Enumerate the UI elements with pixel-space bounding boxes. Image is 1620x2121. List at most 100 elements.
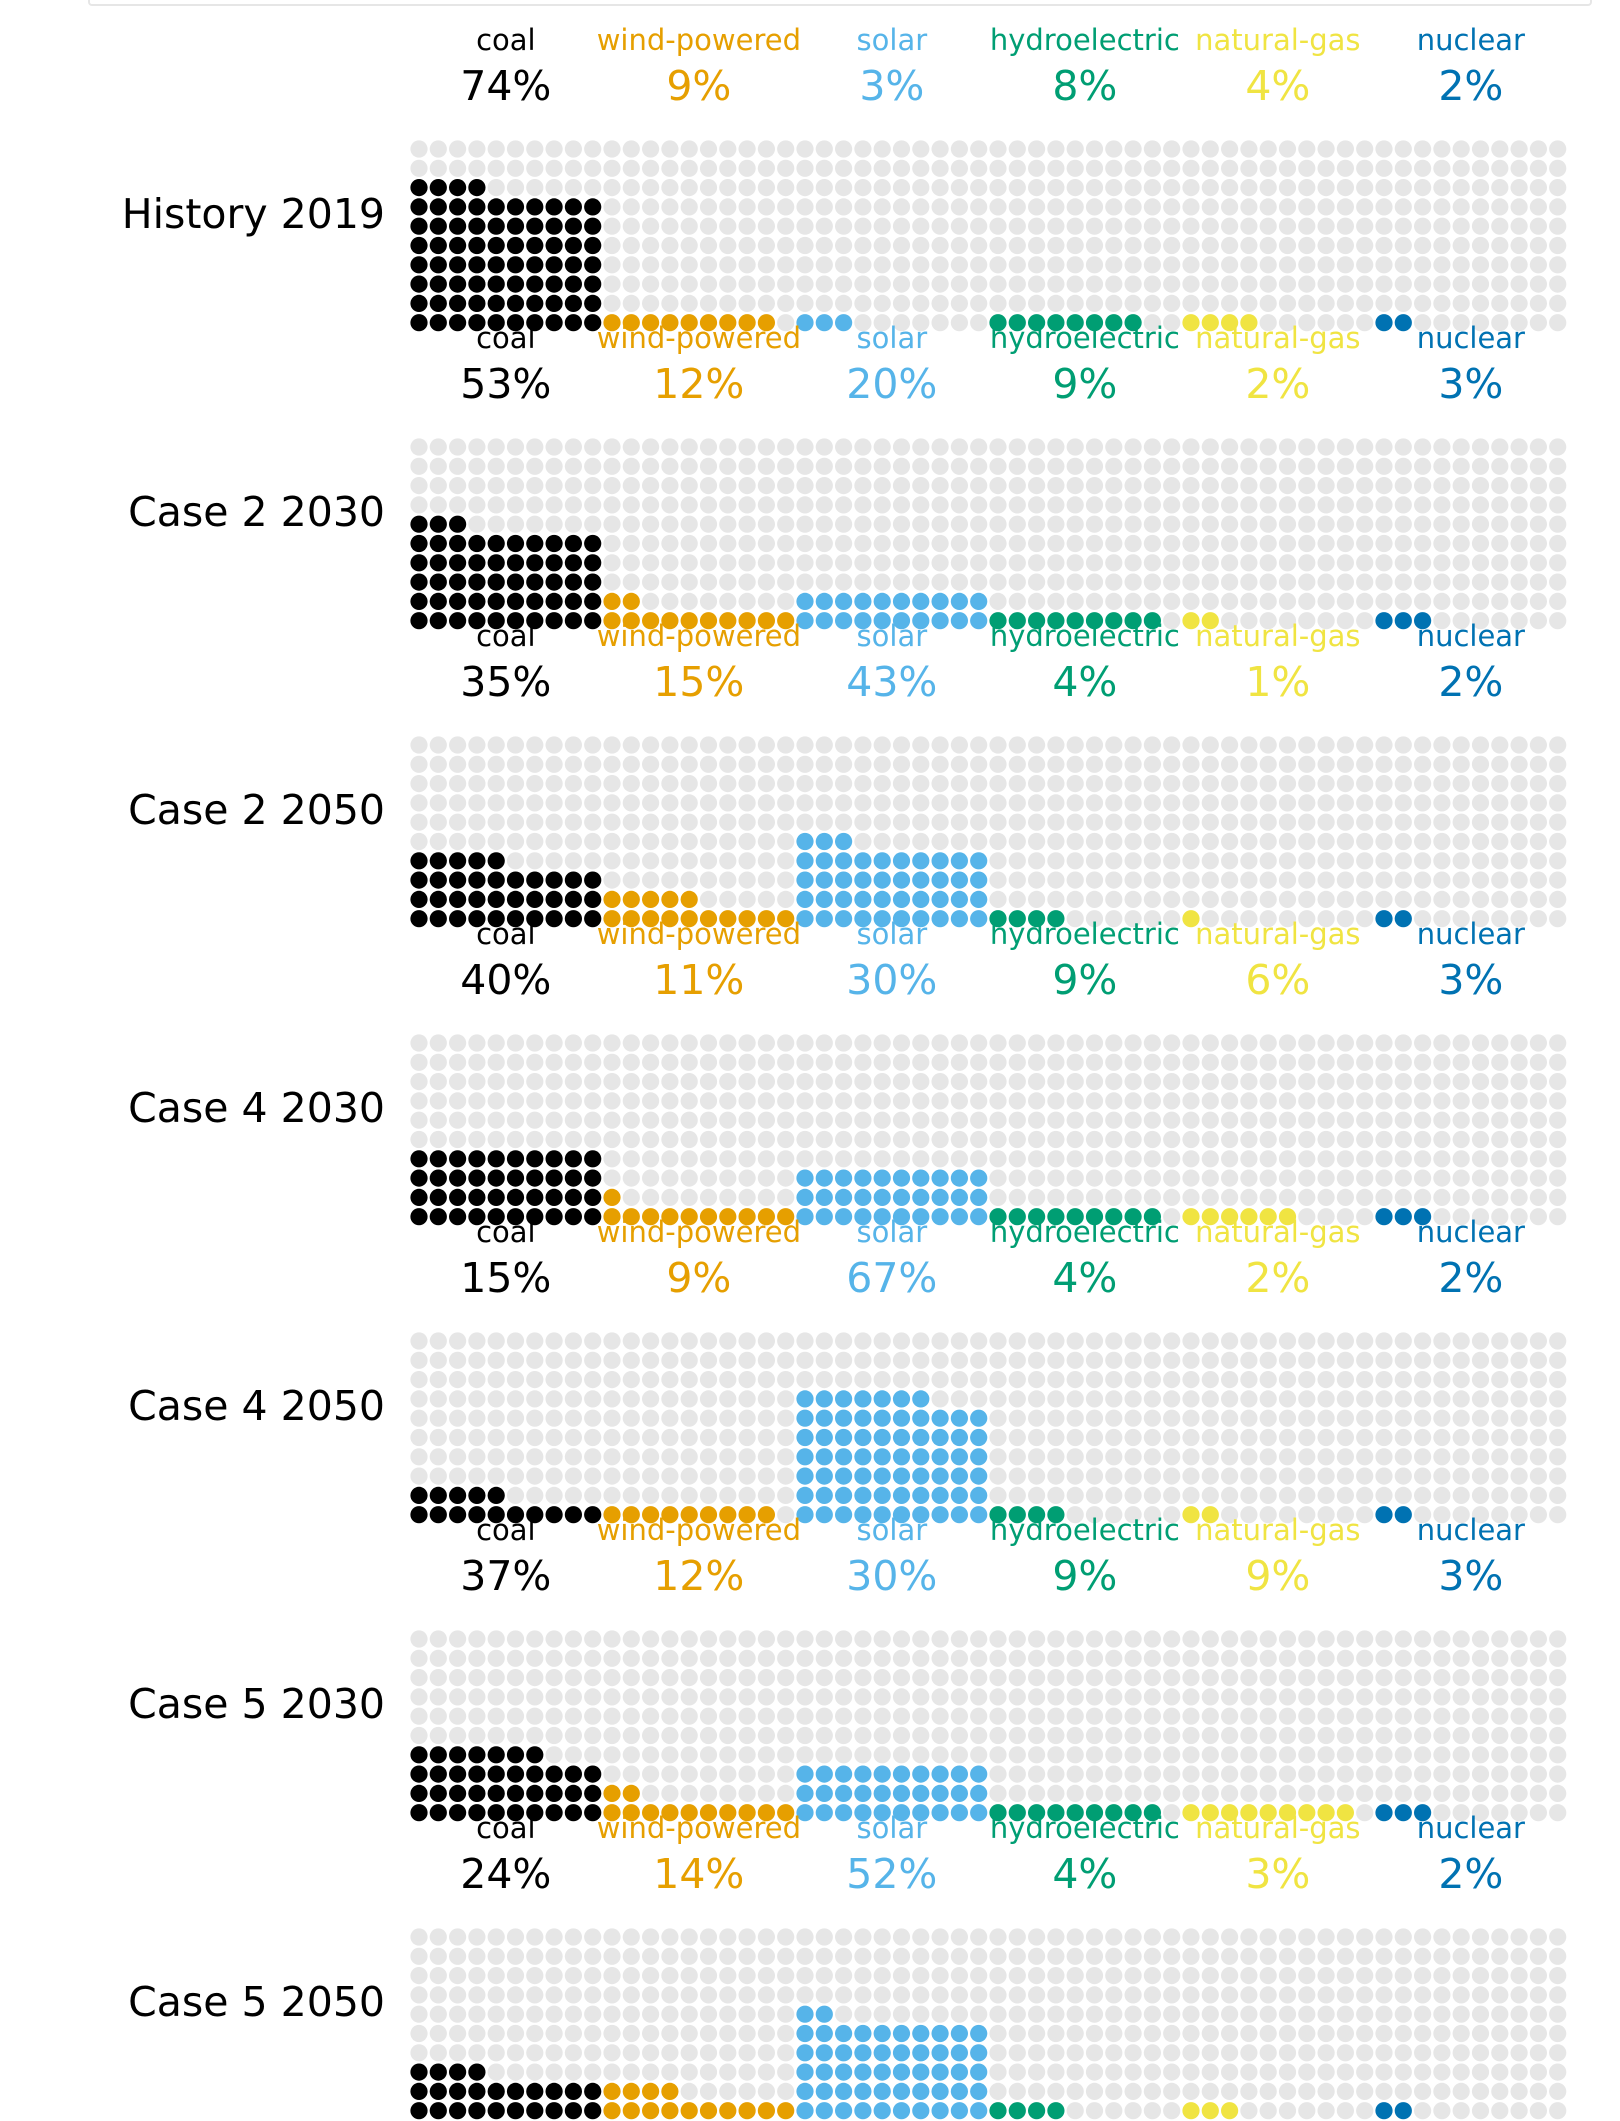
waffle-dot-empty: [429, 1390, 447, 1408]
waffle-dot-empty: [1278, 1390, 1297, 1408]
waffle-dot-empty: [1163, 1371, 1181, 1389]
waffle-dot-empty: [1240, 275, 1258, 293]
waffle-dot-empty: [603, 1967, 621, 1985]
waffle-dot-coal: [584, 612, 602, 630]
waffle-dot-empty: [1221, 775, 1239, 793]
waffle-dot-empty: [429, 1073, 447, 1091]
category-label: solar: [857, 23, 928, 57]
waffle-dot-empty: [1163, 813, 1181, 831]
waffle-dot-empty: [1510, 2005, 1528, 2023]
waffle-dot-coal: [410, 534, 428, 553]
waffle-dot-empty: [1452, 1073, 1470, 1091]
waffle-dot-empty: [642, 1986, 660, 2004]
waffle-dot-empty: [854, 256, 872, 274]
waffle-dot-empty: [1221, 1390, 1239, 1408]
waffle-dot-solar: [854, 1804, 872, 1822]
waffle-dot-empty: [1414, 1784, 1432, 1802]
waffle-dot-empty: [1008, 534, 1026, 553]
waffle-dot-empty: [777, 1707, 795, 1725]
waffle-dot-empty: [622, 1649, 640, 1667]
waffle-dot-empty: [1549, 871, 1567, 889]
waffle-dot-empty: [796, 1726, 814, 1745]
waffle-dot-empty: [526, 832, 544, 851]
waffle-dot-empty: [1510, 2044, 1528, 2062]
waffle-dot-empty: [1394, 1630, 1412, 1648]
category-label: coal: [476, 1215, 536, 1249]
waffle-dot-empty: [1201, 477, 1219, 495]
waffle-dot-coal: [506, 1765, 525, 1783]
waffle-dot-empty: [449, 2005, 467, 2023]
waffle-dot-empty: [642, 794, 660, 812]
waffle-dot-hydroelectric: [1124, 1804, 1142, 1822]
waffle-dot-empty: [1433, 1073, 1451, 1091]
waffle-dot-empty: [815, 1707, 833, 1725]
waffle-dot-empty: [1105, 1371, 1123, 1389]
waffle-dot-empty: [526, 1669, 544, 1687]
category-label: coal: [476, 1811, 536, 1845]
waffle-dot-empty: [1085, 1765, 1104, 1783]
waffle-dot-hydroelectric: [1008, 910, 1026, 928]
waffle-dot-empty: [950, 1111, 969, 1129]
percent-label: 4%: [1245, 62, 1310, 110]
waffle-dot-empty: [1240, 1688, 1258, 1706]
waffle-dot-empty: [970, 1073, 988, 1091]
waffle-dot-empty: [796, 573, 814, 591]
waffle-dot-wind-powered: [603, 1506, 621, 1524]
waffle-dot-empty: [680, 1351, 698, 1369]
waffle-dot-wind-powered: [622, 2102, 640, 2120]
waffle-dot-empty: [1317, 2044, 1335, 2062]
waffle-dot-empty: [873, 1928, 891, 1946]
waffle-dot-empty: [1028, 1784, 1046, 1802]
waffle-dot-empty: [1529, 159, 1547, 177]
waffle-dot-empty: [719, 1130, 737, 1149]
waffle-dot-empty: [1394, 755, 1412, 773]
waffle-dot-hydroelectric: [1105, 1804, 1123, 1822]
waffle-dot-empty: [738, 1073, 756, 1091]
waffle-dot-empty: [1549, 2044, 1567, 2062]
waffle-dot-empty: [1471, 1765, 1490, 1783]
waffle-dot-solar: [854, 1486, 872, 1504]
waffle-dot-empty: [1028, 890, 1046, 909]
waffle-dot-empty: [1105, 515, 1123, 533]
waffle-dot-wind-powered: [622, 592, 640, 611]
category-label: wind-powered: [597, 321, 801, 355]
waffle-dot-hydroelectric: [1066, 1804, 1084, 1822]
waffle-dot-coal: [449, 1150, 467, 1168]
waffle-dot-empty: [1259, 2082, 1277, 2100]
waffle-dot-empty: [950, 457, 969, 475]
waffle-dot-empty: [1414, 1169, 1432, 1187]
waffle-dot-empty: [1163, 457, 1181, 475]
waffle-dot-empty: [854, 457, 872, 475]
waffle-dot-empty: [970, 496, 988, 514]
waffle-dot-empty: [1066, 159, 1084, 177]
waffle-dot-coal: [410, 515, 428, 533]
waffle-dot-empty: [1028, 1053, 1046, 1071]
waffle-dot-empty: [1336, 1506, 1354, 1524]
waffle-dot-empty: [1317, 871, 1335, 889]
waffle-dot-coal: [584, 217, 602, 235]
waffle-dot-empty: [1182, 1448, 1200, 1466]
waffle-dot-empty: [777, 1188, 795, 1206]
waffle-dot-coal: [584, 910, 602, 928]
waffle-dot-empty: [835, 755, 853, 773]
waffle-dot-empty: [1317, 1467, 1335, 1485]
waffle-dot-empty: [545, 832, 563, 851]
waffle-dot-empty: [912, 1967, 930, 1985]
waffle-dot-empty: [564, 1726, 583, 1745]
waffle-dot-empty: [815, 438, 833, 456]
waffle-dot-empty: [487, 794, 505, 812]
waffle-dot-empty: [468, 438, 486, 456]
waffle-dot-hydroelectric: [1008, 314, 1026, 332]
waffle-dot-empty: [1394, 1390, 1412, 1408]
waffle-dot-empty: [1356, 2024, 1374, 2043]
waffle-dot-empty: [1259, 1034, 1277, 1052]
waffle-dot-wind-powered: [738, 612, 756, 630]
category-label: nuclear: [1417, 1513, 1525, 1547]
waffle-dot-solar: [950, 2082, 969, 2100]
waffle-dot-empty: [1317, 1506, 1335, 1524]
waffle-dot-coal: [545, 871, 563, 889]
waffle-dot-empty: [892, 256, 911, 274]
waffle-dot-empty: [719, 1649, 737, 1667]
waffle-dot-empty: [912, 256, 930, 274]
waffle-dot-empty: [1028, 477, 1046, 495]
